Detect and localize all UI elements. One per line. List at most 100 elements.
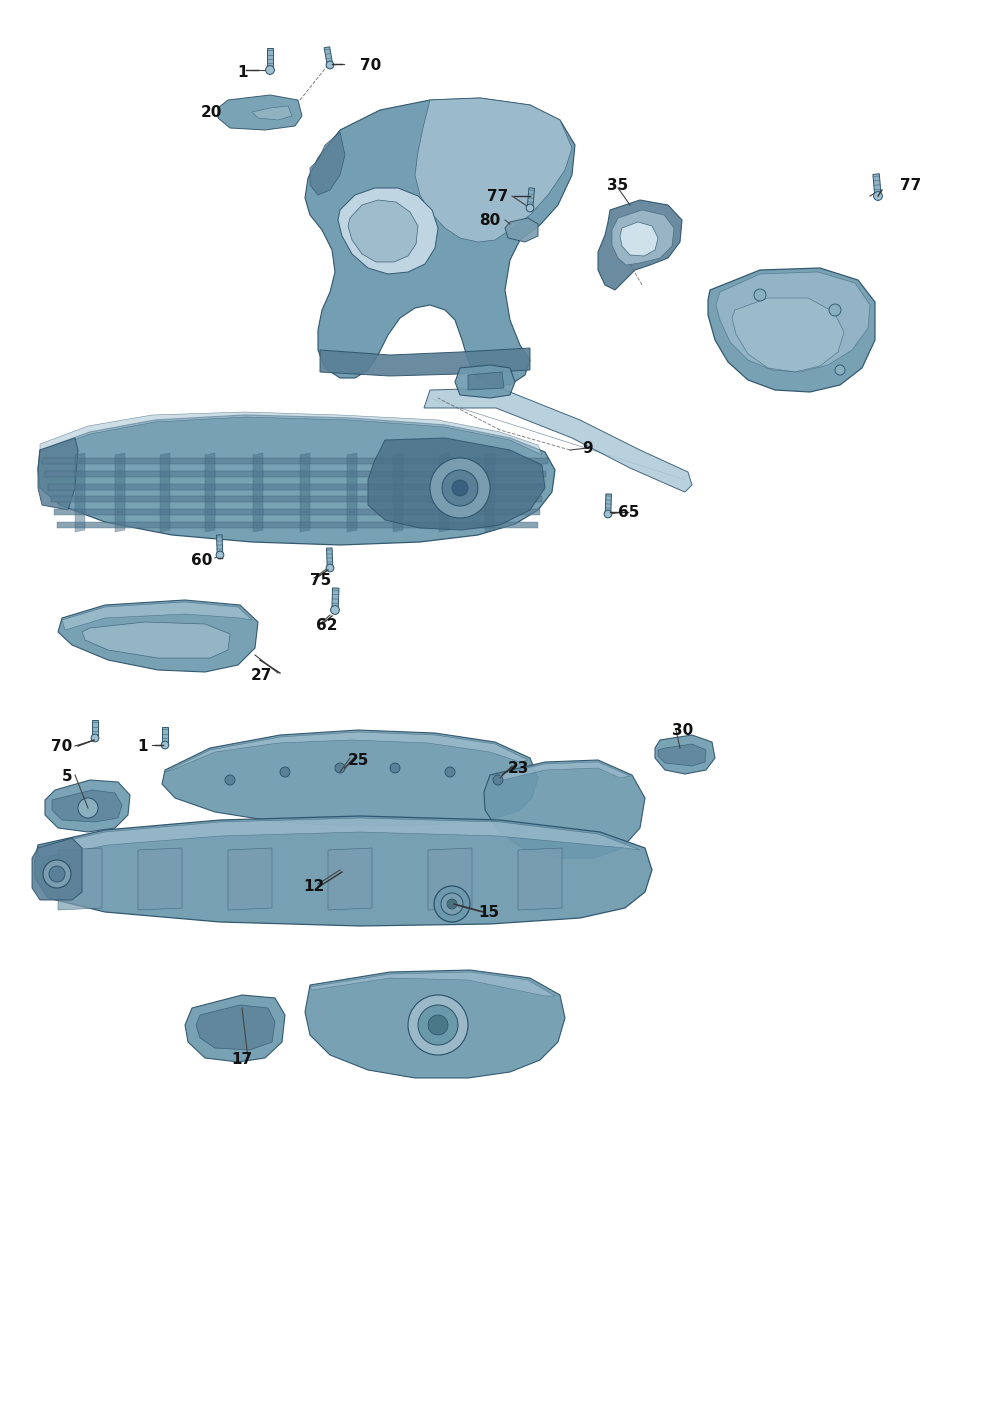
Text: 62: 62 bbox=[316, 617, 337, 633]
Polygon shape bbox=[196, 1005, 275, 1049]
Circle shape bbox=[408, 995, 468, 1055]
Polygon shape bbox=[347, 453, 357, 532]
Circle shape bbox=[442, 470, 478, 506]
Polygon shape bbox=[873, 174, 881, 196]
Text: 1: 1 bbox=[237, 65, 248, 80]
Polygon shape bbox=[252, 107, 292, 121]
Text: 60: 60 bbox=[190, 553, 212, 567]
Polygon shape bbox=[324, 46, 332, 66]
Polygon shape bbox=[165, 732, 528, 772]
Circle shape bbox=[390, 763, 400, 773]
Circle shape bbox=[829, 304, 841, 316]
Polygon shape bbox=[138, 847, 182, 911]
Polygon shape bbox=[348, 201, 418, 262]
Polygon shape bbox=[658, 744, 706, 766]
Circle shape bbox=[430, 457, 490, 518]
Polygon shape bbox=[328, 847, 372, 911]
Circle shape bbox=[335, 763, 345, 773]
Polygon shape bbox=[216, 535, 223, 556]
Polygon shape bbox=[505, 217, 538, 241]
Polygon shape bbox=[38, 818, 640, 859]
Polygon shape bbox=[58, 847, 102, 911]
Polygon shape bbox=[58, 600, 258, 672]
Polygon shape bbox=[310, 972, 555, 996]
Polygon shape bbox=[92, 720, 98, 738]
Polygon shape bbox=[620, 222, 658, 255]
Polygon shape bbox=[267, 48, 273, 70]
Polygon shape bbox=[52, 790, 122, 822]
Polygon shape bbox=[605, 494, 611, 513]
Polygon shape bbox=[612, 210, 674, 265]
Polygon shape bbox=[54, 509, 540, 515]
Text: 30: 30 bbox=[672, 723, 693, 738]
Polygon shape bbox=[326, 549, 332, 568]
Polygon shape bbox=[518, 847, 562, 911]
Text: 65: 65 bbox=[618, 505, 640, 519]
Circle shape bbox=[161, 741, 169, 749]
Polygon shape bbox=[415, 98, 572, 241]
Polygon shape bbox=[42, 457, 548, 464]
Circle shape bbox=[78, 798, 98, 818]
Polygon shape bbox=[485, 453, 495, 532]
Circle shape bbox=[874, 192, 883, 201]
Circle shape bbox=[526, 205, 534, 212]
Polygon shape bbox=[468, 372, 504, 390]
Polygon shape bbox=[310, 132, 345, 195]
Text: 20: 20 bbox=[200, 104, 222, 119]
Text: 77: 77 bbox=[487, 188, 508, 203]
Circle shape bbox=[452, 480, 468, 497]
Polygon shape bbox=[205, 453, 215, 532]
Circle shape bbox=[43, 860, 71, 888]
Text: 1: 1 bbox=[138, 738, 148, 753]
Polygon shape bbox=[40, 412, 542, 455]
Circle shape bbox=[493, 774, 503, 786]
Text: 75: 75 bbox=[310, 572, 331, 588]
Circle shape bbox=[326, 564, 334, 572]
Circle shape bbox=[266, 66, 275, 74]
Polygon shape bbox=[598, 201, 682, 290]
Polygon shape bbox=[732, 297, 844, 372]
Polygon shape bbox=[338, 188, 438, 274]
Polygon shape bbox=[439, 453, 449, 532]
Polygon shape bbox=[484, 760, 645, 859]
Circle shape bbox=[326, 62, 334, 69]
Text: 70: 70 bbox=[360, 58, 381, 73]
Polygon shape bbox=[45, 471, 546, 477]
Circle shape bbox=[216, 551, 224, 558]
Text: 70: 70 bbox=[51, 738, 72, 753]
Text: 25: 25 bbox=[348, 752, 369, 767]
Circle shape bbox=[280, 767, 290, 777]
Polygon shape bbox=[300, 453, 310, 532]
Circle shape bbox=[91, 734, 99, 742]
Text: 23: 23 bbox=[508, 760, 530, 776]
Polygon shape bbox=[185, 995, 285, 1062]
Circle shape bbox=[754, 289, 766, 302]
Polygon shape bbox=[51, 497, 542, 502]
Polygon shape bbox=[38, 415, 555, 544]
Polygon shape bbox=[305, 969, 565, 1078]
Polygon shape bbox=[48, 484, 544, 490]
Polygon shape bbox=[32, 838, 82, 899]
Text: 35: 35 bbox=[607, 178, 629, 192]
Circle shape bbox=[441, 892, 463, 915]
Text: 15: 15 bbox=[478, 905, 499, 919]
Polygon shape bbox=[253, 453, 263, 532]
Polygon shape bbox=[163, 727, 168, 745]
Text: 9: 9 bbox=[582, 441, 592, 456]
Polygon shape bbox=[331, 588, 339, 610]
Polygon shape bbox=[320, 348, 530, 376]
Polygon shape bbox=[305, 98, 575, 384]
Text: 27: 27 bbox=[251, 668, 272, 682]
Circle shape bbox=[418, 1005, 458, 1045]
Circle shape bbox=[447, 899, 457, 909]
Text: 77: 77 bbox=[900, 178, 922, 192]
Polygon shape bbox=[655, 735, 715, 774]
Polygon shape bbox=[45, 780, 130, 832]
Text: 12: 12 bbox=[304, 878, 324, 894]
Circle shape bbox=[330, 606, 339, 615]
Polygon shape bbox=[492, 762, 630, 781]
Circle shape bbox=[604, 511, 612, 518]
Circle shape bbox=[445, 767, 455, 777]
Circle shape bbox=[428, 1014, 448, 1035]
Polygon shape bbox=[527, 188, 535, 208]
